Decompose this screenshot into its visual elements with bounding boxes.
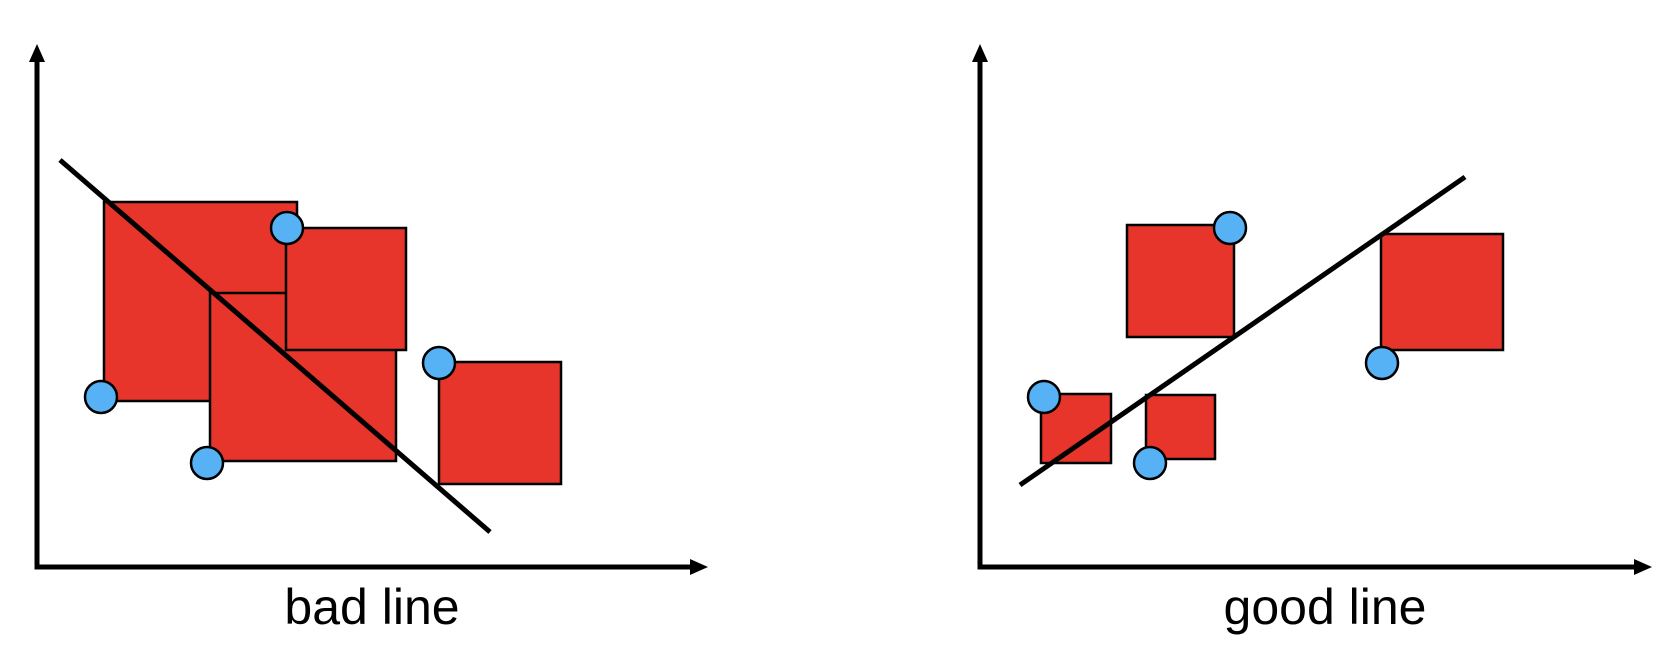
data-point bbox=[1132, 445, 1168, 481]
data-point bbox=[1364, 345, 1400, 381]
bad-fit-line bbox=[58, 158, 492, 534]
residual-square bbox=[284, 226, 408, 352]
good-axes bbox=[972, 44, 1652, 575]
bad-residual-squares bbox=[102, 200, 563, 486]
good-residual-squares bbox=[1039, 223, 1505, 465]
bad-x-axis-arrowhead bbox=[690, 559, 708, 575]
bad-axes-lines bbox=[34, 56, 693, 570]
data-point bbox=[1212, 210, 1248, 246]
data-point bbox=[189, 445, 225, 481]
good-line-caption: good line bbox=[1224, 579, 1427, 635]
data-point bbox=[1026, 379, 1062, 415]
data-point bbox=[269, 210, 305, 246]
residual-square bbox=[1379, 232, 1505, 352]
bad-line-panel: bad line bbox=[29, 44, 708, 635]
bad-line-caption: bad line bbox=[284, 579, 459, 635]
good-data-points bbox=[1026, 210, 1400, 481]
bad-y-axis-arrowhead bbox=[29, 44, 45, 62]
data-point bbox=[83, 379, 119, 415]
residual-square bbox=[1125, 223, 1236, 339]
good-fit-line bbox=[1018, 174, 1467, 488]
data-point bbox=[421, 345, 457, 381]
residual-square bbox=[437, 360, 563, 486]
good-y-axis-arrowhead bbox=[972, 44, 988, 62]
bad-data-points bbox=[83, 210, 457, 481]
bad-axes bbox=[29, 44, 708, 575]
good-x-axis-arrowhead bbox=[1634, 559, 1652, 575]
good-axes-lines bbox=[977, 56, 1636, 570]
good-line-panel: good line bbox=[972, 44, 1652, 635]
